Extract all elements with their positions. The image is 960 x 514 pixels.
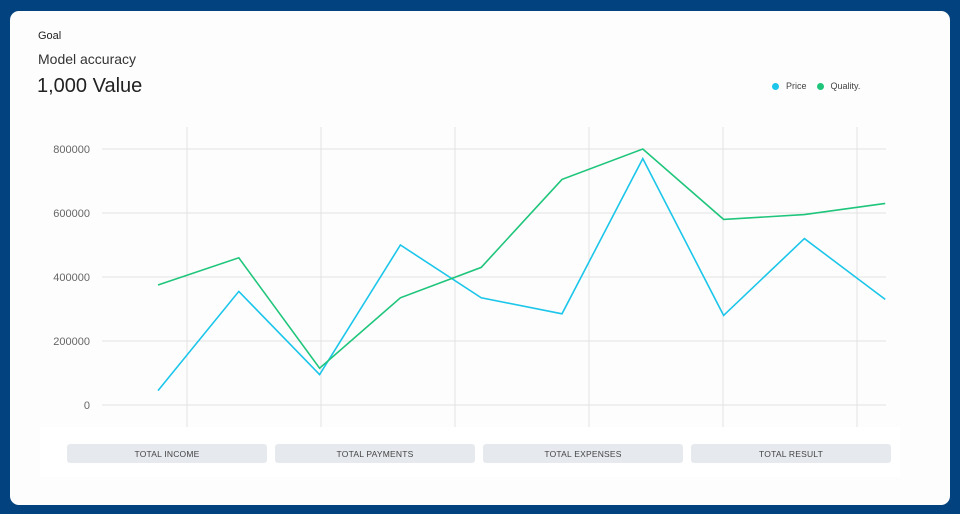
chart-legend: Price Quality. bbox=[772, 81, 870, 91]
y-tick-label: 400000 bbox=[53, 272, 90, 284]
y-tick-label: 600000 bbox=[53, 208, 90, 220]
horizontal-gridlines bbox=[102, 148, 886, 406]
tab-total-expenses[interactable]: TOTAL EXPENSES bbox=[483, 444, 683, 463]
vertical-gridlines bbox=[186, 127, 858, 437]
legend-label: Price bbox=[786, 81, 807, 91]
y-tick-label: 200000 bbox=[53, 336, 90, 348]
legend-label: Quality. bbox=[830, 81, 861, 91]
legend-item-price[interactable]: Price bbox=[772, 81, 807, 91]
chart-subtitle: Model accuracy bbox=[38, 51, 137, 67]
y-tick-label: 0 bbox=[84, 400, 90, 412]
series-line-quality[interactable] bbox=[157, 148, 886, 370]
chart-card bbox=[10, 11, 950, 505]
legend-item-quality[interactable]: Quality. bbox=[816, 81, 861, 91]
goal-label: Goal bbox=[38, 30, 62, 42]
tab-total-income[interactable]: TOTAL INCOME bbox=[67, 444, 267, 463]
summary-tabs-panel: TOTAL INCOME TOTAL PAYMENTS TOTAL EXPENS… bbox=[40, 427, 900, 477]
y-axis-ticks: 0 200000 400000 600000 800000 bbox=[53, 144, 90, 412]
series-line-price[interactable] bbox=[157, 156, 886, 392]
series-lines bbox=[157, 148, 886, 392]
chart-value: 1,000 Value bbox=[37, 75, 143, 97]
tab-total-payments[interactable]: TOTAL PAYMENTS bbox=[275, 444, 475, 463]
price-dot-icon bbox=[772, 82, 779, 90]
tab-total-result[interactable]: TOTAL RESULT bbox=[691, 444, 891, 463]
quality-dot-icon bbox=[816, 82, 824, 90]
y-tick-label: 800000 bbox=[53, 144, 90, 156]
